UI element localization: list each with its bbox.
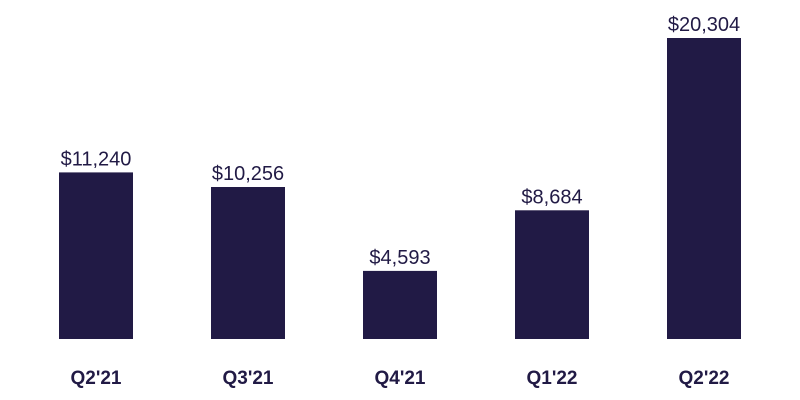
category-label-2: Q4'21 bbox=[375, 368, 426, 389]
value-label-0: $11,240 bbox=[61, 148, 132, 170]
category-labels-group: Q2'21 Q3'21 Q4'21 Q1'22 Q2'22 bbox=[71, 368, 730, 389]
category-label-0: Q2'21 bbox=[71, 368, 122, 389]
value-label-1: $10,256 bbox=[212, 163, 284, 185]
bar-4 bbox=[667, 38, 741, 339]
bar-3 bbox=[515, 210, 589, 339]
bar-1 bbox=[211, 187, 285, 339]
value-labels-group: $11,240 $10,256 $4,593 $8,684 $20,304 bbox=[61, 14, 741, 269]
value-label-4: $20,304 bbox=[668, 14, 740, 36]
category-label-4: Q2'22 bbox=[679, 368, 730, 389]
bars-group bbox=[59, 38, 741, 339]
value-label-2: $4,593 bbox=[369, 247, 430, 269]
category-label-1: Q3'21 bbox=[223, 368, 274, 389]
category-label-3: Q1'22 bbox=[527, 368, 578, 389]
bar-2 bbox=[363, 270, 437, 339]
value-label-3: $8,684 bbox=[521, 186, 582, 208]
bar-0 bbox=[59, 172, 133, 339]
